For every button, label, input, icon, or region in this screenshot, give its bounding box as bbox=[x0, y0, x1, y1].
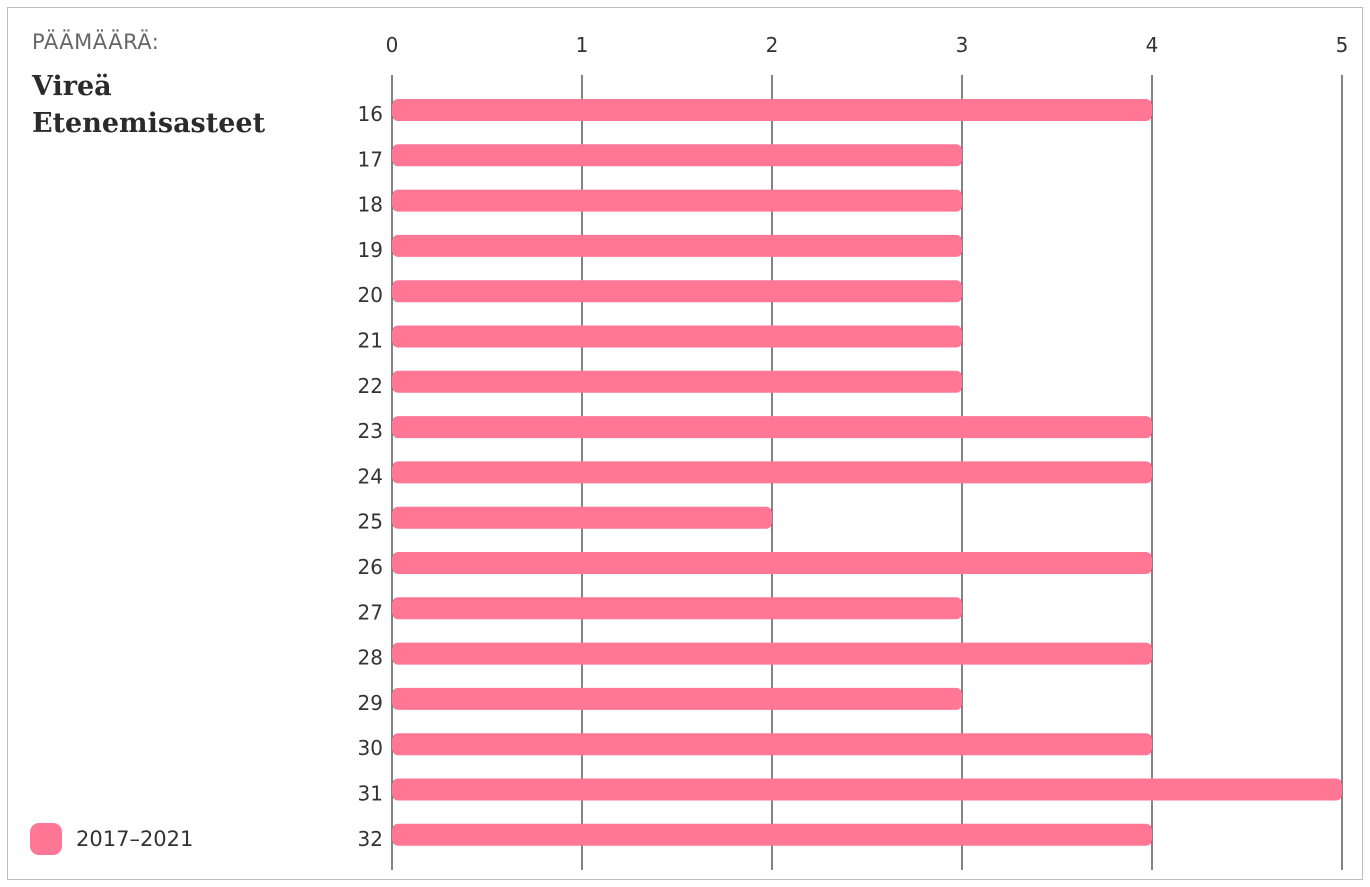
legend: 2017–2021 bbox=[30, 822, 193, 856]
y-category-label: 21 bbox=[358, 329, 383, 353]
bar-25 bbox=[392, 506, 772, 529]
y-category-label: 31 bbox=[358, 782, 383, 806]
bar-31 bbox=[392, 778, 1342, 801]
y-category-label: 30 bbox=[358, 736, 383, 760]
bar-16 bbox=[392, 99, 1152, 121]
bar-17 bbox=[392, 144, 962, 167]
chart-title: Vireä Etenemisasteet bbox=[32, 68, 265, 142]
y-category-label: 17 bbox=[358, 147, 383, 171]
y-category-label: 27 bbox=[358, 600, 383, 624]
x-tick-label: 0 bbox=[386, 33, 399, 57]
y-category-label: 19 bbox=[358, 238, 383, 262]
y-category-label: 32 bbox=[358, 827, 383, 851]
bars bbox=[392, 99, 1342, 846]
bar-26 bbox=[392, 552, 1152, 574]
y-category-label: 16 bbox=[358, 102, 383, 126]
y-category-label: 28 bbox=[358, 646, 383, 670]
y-category-label: 25 bbox=[358, 510, 383, 534]
bar-18 bbox=[392, 189, 962, 212]
y-axis-labels: 16 17 18 19 20 21 22 23 24 25 26 27 28 29 30 31 32 bbox=[358, 102, 383, 851]
bar-22 bbox=[392, 370, 962, 393]
y-category-label: 22 bbox=[358, 374, 383, 398]
chart-title-line-1: Vireä bbox=[32, 71, 112, 102]
bar-32 bbox=[392, 823, 1152, 846]
x-tick-label: 4 bbox=[1146, 33, 1159, 57]
bar-20 bbox=[392, 280, 962, 303]
chart-title-line-2: Etenemisasteet bbox=[32, 108, 266, 139]
chart-kicker: PÄÄMÄÄRÄ: bbox=[32, 30, 160, 54]
bar-24 bbox=[392, 461, 1152, 484]
bar-28 bbox=[392, 642, 1152, 665]
x-tick-label: 3 bbox=[956, 33, 969, 57]
bar-19 bbox=[392, 234, 962, 257]
x-tick-label: 2 bbox=[766, 33, 779, 57]
y-category-label: 23 bbox=[358, 419, 383, 443]
bar-21 bbox=[392, 325, 962, 348]
chart-frame bbox=[7, 7, 1363, 880]
x-tick-label: 5 bbox=[1336, 33, 1349, 57]
y-category-label: 29 bbox=[358, 691, 383, 715]
bar-29 bbox=[392, 687, 962, 710]
y-category-label: 20 bbox=[358, 283, 383, 307]
legend-swatch bbox=[30, 823, 62, 855]
y-category-label: 24 bbox=[358, 464, 383, 488]
y-category-label: 18 bbox=[358, 193, 383, 217]
x-tick-label: 1 bbox=[576, 33, 589, 57]
legend-label: 2017–2021 bbox=[76, 827, 194, 851]
y-category-label: 26 bbox=[358, 555, 383, 579]
bar-30 bbox=[392, 733, 1152, 756]
x-axis-ticks: 0 1 2 3 4 5 bbox=[386, 33, 1349, 57]
bar-27 bbox=[392, 597, 962, 620]
bar-23 bbox=[392, 416, 1152, 439]
